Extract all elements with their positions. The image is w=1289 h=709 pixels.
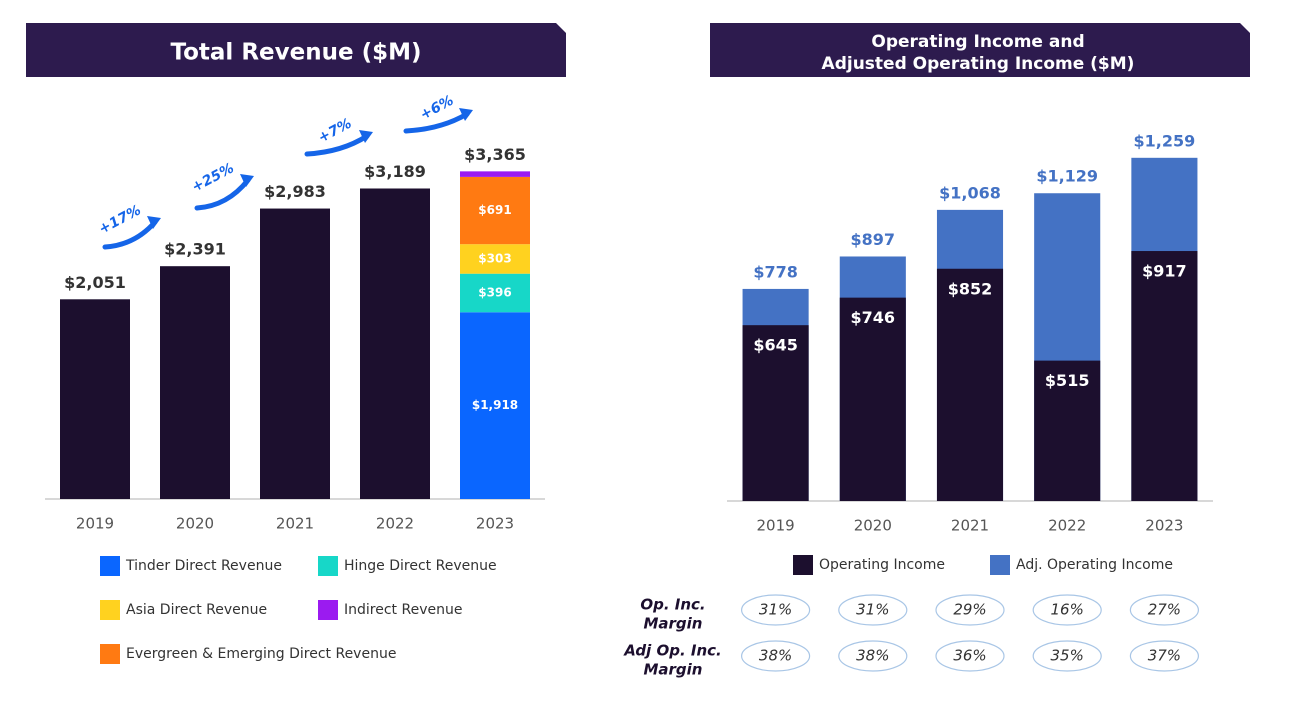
data-label: $1,129 — [1036, 167, 1098, 186]
legend-swatch — [990, 555, 1010, 575]
bar — [360, 188, 430, 499]
legend-label: Hinge Direct Revenue — [344, 558, 497, 574]
margin-oval — [1129, 640, 1200, 672]
margin-oval — [740, 640, 811, 672]
data-label: $515 — [1045, 371, 1090, 390]
data-label: $917 — [1142, 262, 1187, 281]
x-tick-label: 2021 — [951, 517, 989, 535]
total-label: $2,983 — [264, 182, 326, 201]
total-label: $3,189 — [364, 162, 426, 181]
arrow-head — [459, 108, 473, 121]
x-tick-label: 2019 — [76, 515, 114, 533]
legend-swatch — [318, 556, 338, 576]
total-label: $2,051 — [64, 273, 126, 292]
margin-oval — [838, 640, 908, 672]
bar — [1034, 360, 1101, 501]
bar — [460, 176, 530, 245]
legend-label: Indirect Revenue — [344, 602, 462, 618]
data-label: $746 — [851, 308, 896, 327]
arrow-head — [240, 174, 254, 187]
legend-label: Evergreen & Emerging Direct Revenue — [126, 646, 396, 662]
title-banner — [26, 23, 566, 77]
x-tick-label: 2021 — [276, 515, 314, 533]
growth-arrow — [304, 133, 370, 157]
bar — [460, 244, 530, 274]
x-tick-label: 2023 — [1145, 517, 1183, 535]
margin-oval — [740, 594, 811, 626]
data-label: $1,068 — [939, 183, 1001, 202]
title-banner — [710, 23, 1250, 77]
margin-row-label: Margin — [643, 615, 702, 633]
margin-oval — [1032, 594, 1102, 626]
x-tick-label: 2019 — [757, 517, 795, 535]
margin-row-label: Op. Inc. — [640, 596, 705, 614]
bar — [936, 268, 1004, 501]
legend-swatch — [100, 600, 120, 620]
margin-value: 27% — [1148, 601, 1181, 619]
x-tick-label: 2020 — [176, 515, 214, 533]
x-tick-label: 2022 — [1048, 517, 1086, 535]
margin-value: 35% — [1051, 647, 1084, 665]
margin-oval — [935, 594, 1005, 626]
bar — [839, 297, 906, 501]
data-label: $645 — [753, 336, 798, 355]
margin-value: 37% — [1148, 647, 1181, 665]
legend-label: Asia Direct Revenue — [126, 602, 267, 618]
growth-arrow — [403, 111, 470, 134]
arrow-head — [359, 130, 373, 143]
legend-label: Adj. Operating Income — [1016, 557, 1173, 573]
legend-swatch — [100, 556, 120, 576]
x-tick-label: 2023 — [476, 515, 514, 533]
growth-arrow — [194, 177, 251, 211]
total-label: $3,365 — [464, 145, 526, 164]
legend-swatch — [100, 644, 120, 664]
margin-value: 38% — [856, 647, 889, 665]
margin-row-label: Margin — [643, 661, 702, 679]
growth-annotation: +7% — [316, 116, 355, 147]
legend-label: Operating Income — [819, 557, 945, 573]
data-label: $691 — [478, 203, 511, 217]
bar — [1131, 251, 1198, 501]
margin-oval — [1129, 594, 1200, 626]
data-label: $303 — [478, 251, 511, 265]
data-label: $1,259 — [1134, 131, 1196, 150]
total-label: $2,391 — [164, 240, 226, 259]
legend-swatch — [793, 555, 813, 575]
margin-value: 31% — [759, 601, 792, 619]
margin-oval — [935, 640, 1005, 672]
data-label: $396 — [478, 285, 511, 299]
legend-swatch — [318, 600, 338, 620]
growth-annotation: +6% — [418, 93, 457, 124]
bar — [260, 208, 330, 500]
margin-row-label: Adj Op. Inc. — [623, 642, 722, 660]
growth-annotation: +17% — [96, 202, 143, 237]
legend-label: Tinder Direct Revenue — [125, 558, 282, 574]
x-tick-label: 2022 — [376, 515, 414, 533]
chart-title: Total Revenue ($M) — [170, 40, 421, 66]
data-label: $852 — [948, 279, 993, 298]
bar — [160, 266, 230, 499]
margin-value: 36% — [953, 647, 986, 665]
margin-value: 38% — [759, 647, 792, 665]
growth-annotation: +25% — [189, 160, 236, 195]
bar — [60, 299, 130, 499]
margin-value: 29% — [953, 601, 986, 619]
margin-value: 31% — [856, 601, 889, 619]
bar — [742, 325, 809, 501]
margin-oval — [838, 594, 908, 626]
bar — [460, 273, 530, 313]
margin-oval — [1032, 640, 1102, 672]
arrow-head — [147, 216, 161, 229]
data-label: $897 — [851, 230, 896, 249]
chart-title: Adjusted Operating Income ($M) — [822, 54, 1135, 74]
data-label: $1,918 — [472, 398, 518, 412]
x-tick-label: 2020 — [854, 517, 892, 535]
chart-title: Operating Income and — [871, 32, 1084, 52]
bar — [460, 171, 530, 177]
data-label: $778 — [753, 262, 798, 281]
bar — [460, 312, 530, 499]
margin-value: 16% — [1051, 601, 1084, 619]
